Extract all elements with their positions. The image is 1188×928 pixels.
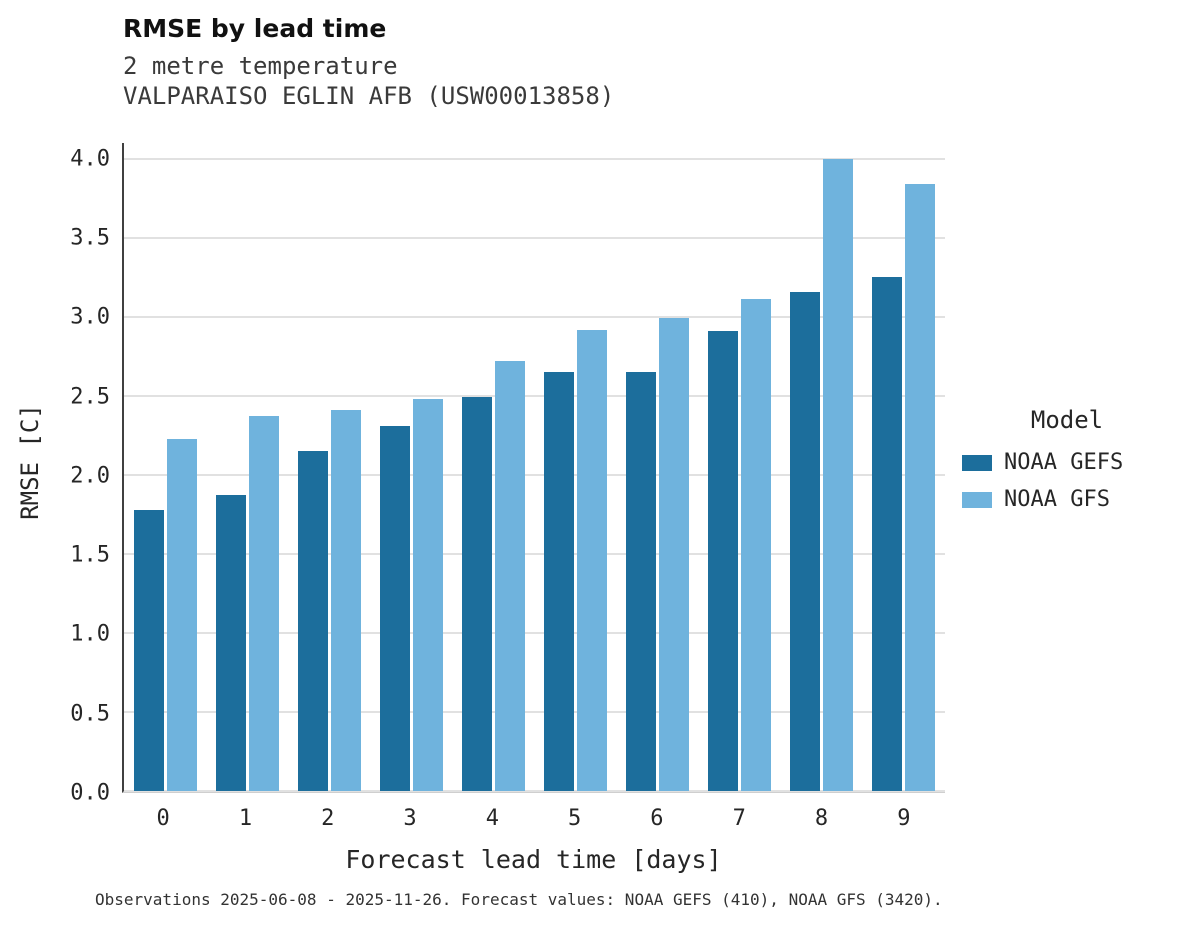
legend-item: NOAA GFS: [962, 487, 1172, 512]
x-tick-label: 4: [485, 806, 499, 831]
y-axis-ticks: 0.0 0.5 1.0 1.5 2.0 2.5 3.0 3.5 4.0: [30, 143, 110, 805]
bar-noaa-gfs: [166, 438, 197, 791]
bar-group: [699, 143, 781, 791]
bar-group: [370, 143, 452, 791]
bar-noaa-gfs: [659, 318, 690, 791]
legend-swatch: [962, 491, 992, 508]
bar-group: [781, 143, 863, 791]
bar-noaa-gefs: [708, 331, 739, 791]
bar-noaa-gfs: [905, 184, 936, 791]
y-tick-label: 2.5: [70, 384, 110, 410]
legend-items: NOAA GEFS NOAA GFS: [962, 450, 1172, 512]
x-tick-label: 2: [321, 806, 335, 831]
bar-group: [452, 143, 534, 791]
legend-label: NOAA GEFS: [1004, 450, 1124, 475]
bar-group: [617, 143, 699, 791]
chart-subtitle-variable: 2 metre temperature: [123, 52, 398, 80]
x-tick-label: 5: [568, 806, 582, 831]
bar-group: [288, 143, 370, 791]
gridline: [124, 473, 945, 476]
gridline: [124, 315, 945, 318]
bar-noaa-gefs: [544, 372, 575, 791]
legend: Model NOAA GEFS NOAA GFS: [962, 406, 1172, 524]
legend-label: NOAA GFS: [1004, 487, 1110, 512]
chart-subtitle-station: VALPARAISO EGLIN AFB (USW00013858): [123, 82, 615, 110]
gridline: [124, 710, 945, 713]
x-tick-label: 0: [156, 806, 170, 831]
bar-noaa-gefs: [790, 291, 821, 791]
bar-noaa-gefs: [379, 425, 410, 791]
y-tick-label: 0.5: [70, 701, 110, 727]
bar-group: [863, 143, 945, 791]
bar-noaa-gefs: [133, 509, 164, 791]
bar-noaa-gfs: [412, 399, 443, 791]
bar-noaa-gfs: [494, 361, 525, 791]
y-tick-label: 2.0: [70, 463, 110, 489]
bar-group: [124, 143, 206, 791]
bar-noaa-gfs: [248, 416, 279, 791]
y-tick-label: 0.0: [70, 780, 110, 806]
y-tick-label: 3.5: [70, 225, 110, 251]
x-tick-label: 7: [732, 806, 746, 831]
legend-item: NOAA GEFS: [962, 450, 1172, 475]
chart-title: RMSE by lead time: [123, 14, 387, 43]
bar-group: [534, 143, 616, 791]
gridline: [124, 552, 945, 555]
gridline: [124, 394, 945, 397]
bar-noaa-gefs: [461, 397, 492, 791]
x-axis-label: Forecast lead time [days]: [345, 845, 722, 874]
gridline: [124, 157, 945, 160]
x-tick-label: 3: [403, 806, 417, 831]
gridline: [124, 631, 945, 634]
x-tick-label: 9: [897, 806, 911, 831]
y-tick-label: 1.5: [70, 542, 110, 568]
plot-area: [122, 143, 945, 793]
bar-noaa-gefs: [626, 372, 657, 791]
footer-caption: Observations 2025-06-08 - 2025-11-26. Fo…: [95, 890, 943, 909]
y-tick-label: 1.0: [70, 621, 110, 647]
bar-noaa-gfs: [823, 158, 854, 791]
legend-swatch: [962, 454, 992, 471]
gridline: [124, 790, 945, 792]
bar-noaa-gefs: [297, 451, 328, 791]
bar-noaa-gfs: [577, 329, 608, 791]
y-tick-label: 3.0: [70, 304, 110, 330]
x-tick-label: 6: [650, 806, 664, 831]
y-tick-label: 4.0: [70, 146, 110, 172]
bar-noaa-gfs: [741, 299, 772, 791]
gridline: [124, 236, 945, 239]
bar-group: [206, 143, 288, 791]
bar-noaa-gefs: [872, 277, 903, 791]
x-tick-label: 1: [238, 806, 253, 831]
x-axis-ticks: 0 1 2 3 4 5 6 7 8 9: [122, 806, 945, 831]
x-tick-label: 8: [814, 806, 829, 831]
bar-noaa-gfs: [330, 410, 361, 791]
bar-noaa-gefs: [215, 495, 246, 791]
bar-groups: [124, 143, 945, 791]
legend-title: Model: [1030, 406, 1104, 434]
